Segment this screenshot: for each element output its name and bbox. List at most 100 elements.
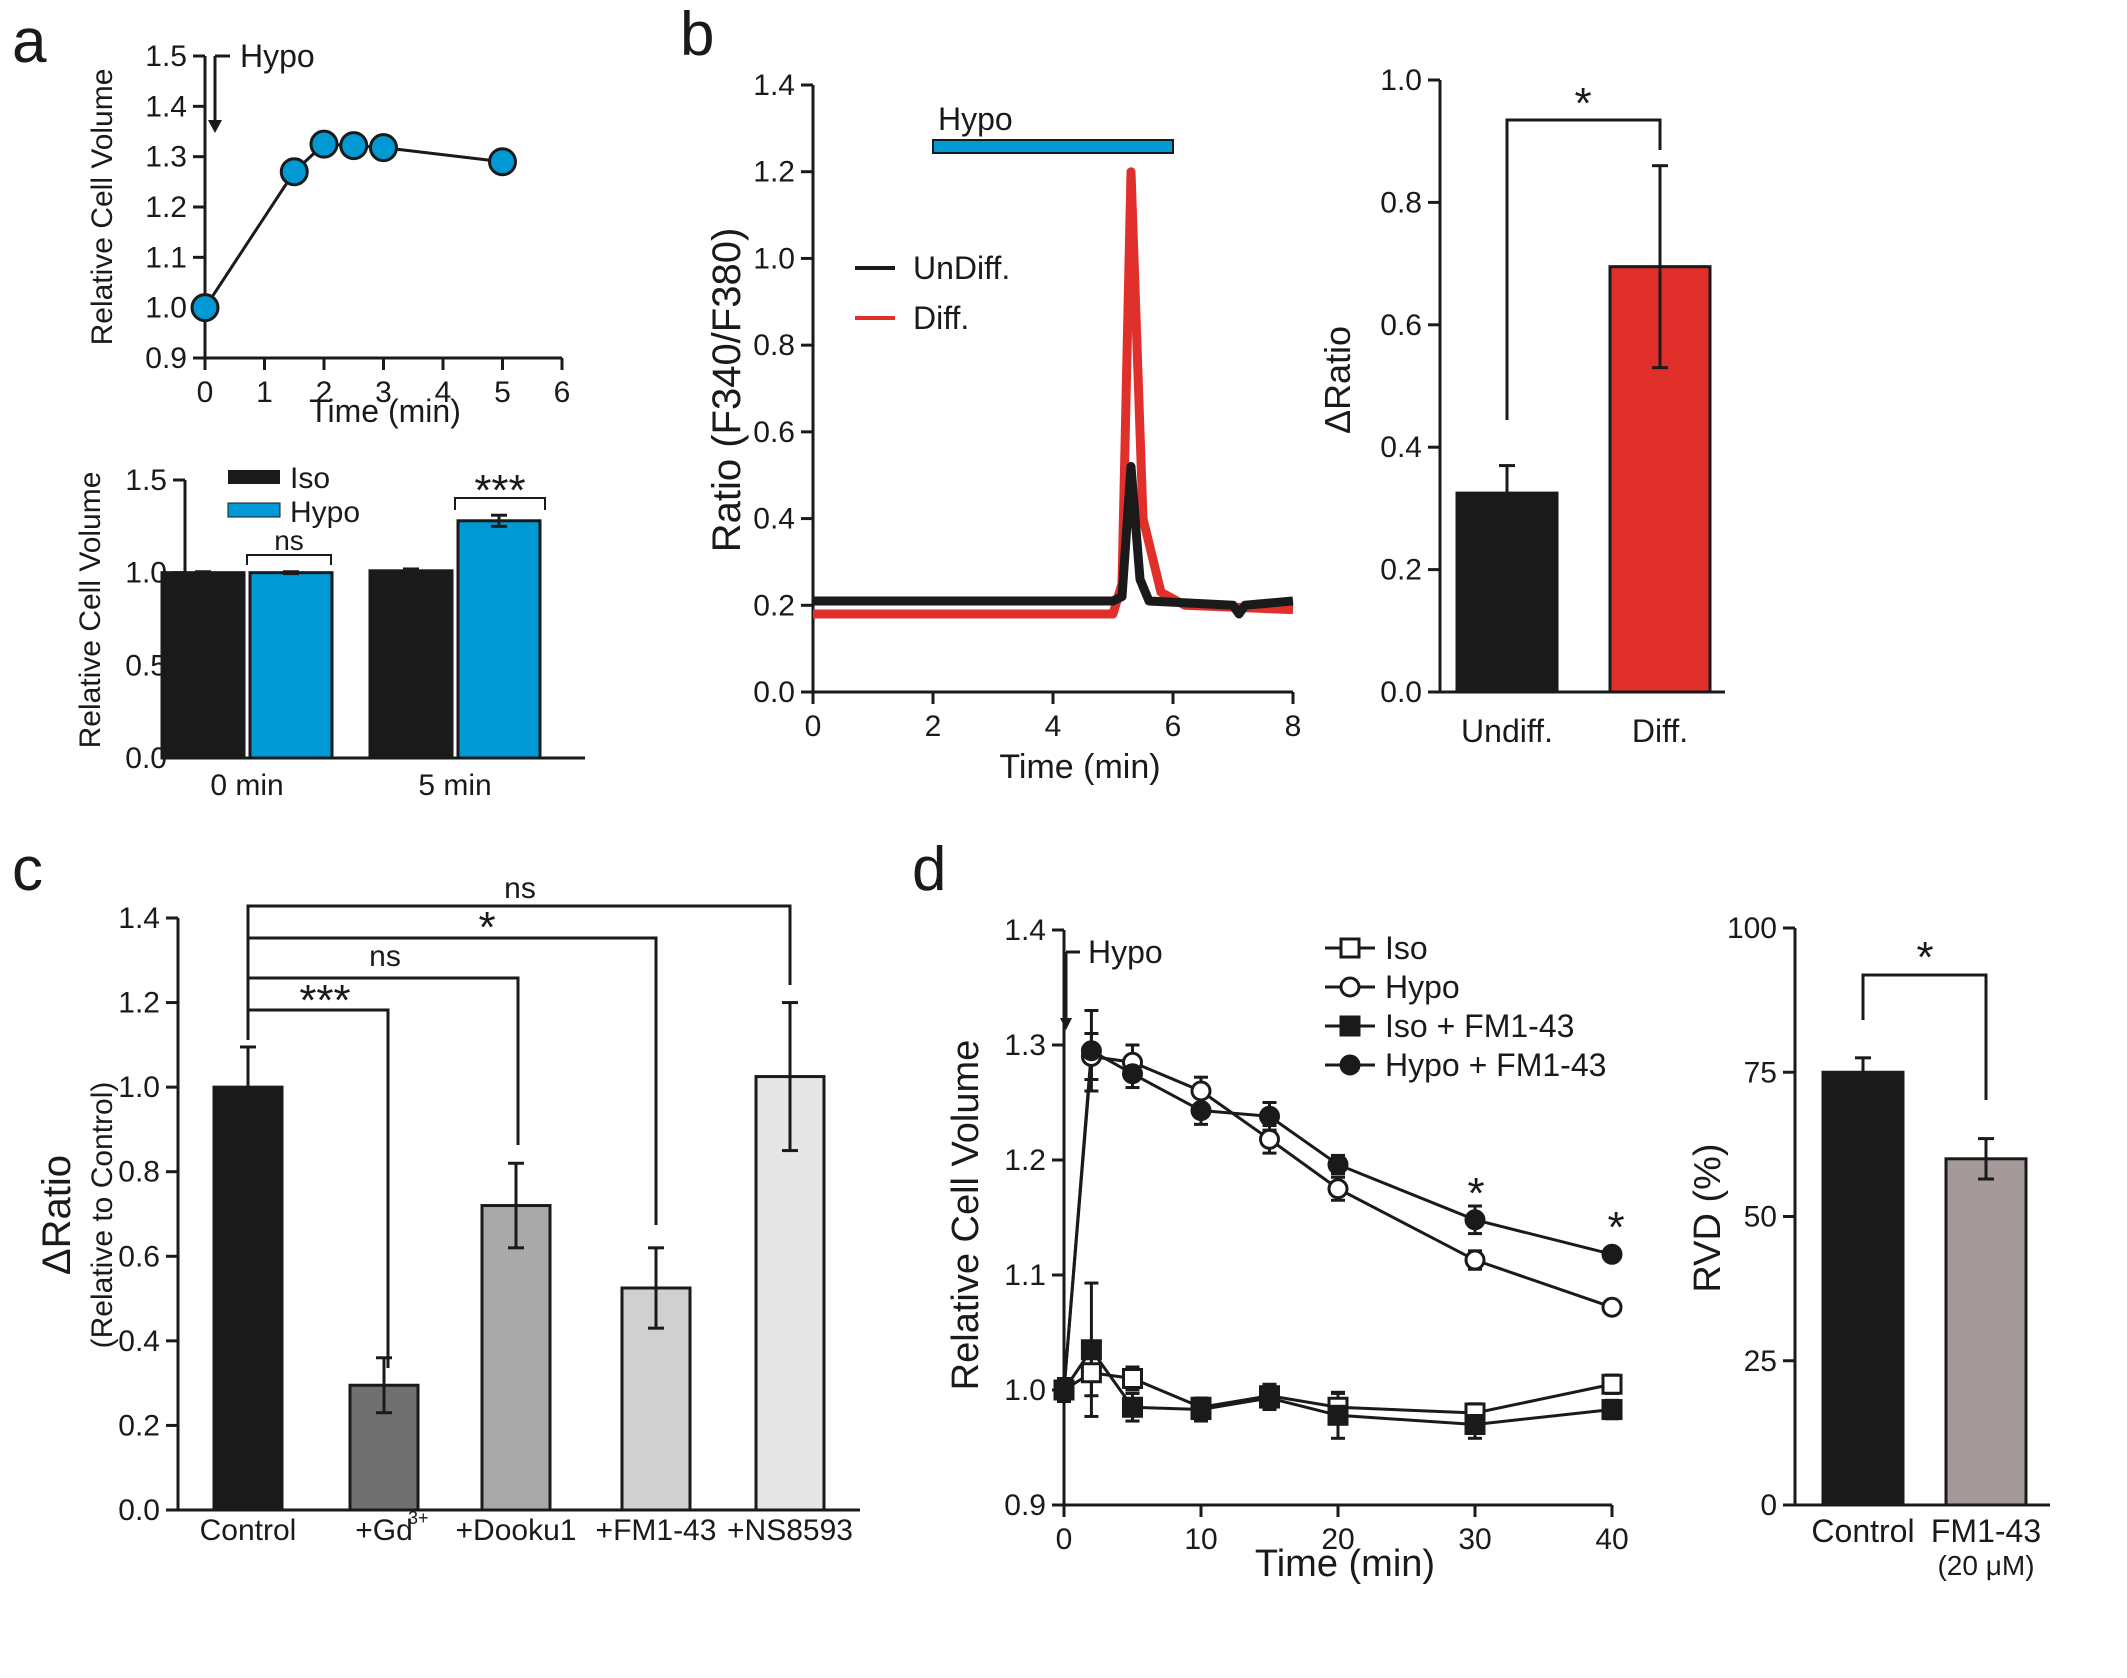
significance-label: *: [1607, 1203, 1624, 1252]
significance-label: ***: [299, 976, 350, 1025]
y-tick-label: 1.4: [145, 90, 187, 123]
x-tick-label: 30: [1458, 1523, 1491, 1556]
legend-label: Diff.: [913, 300, 969, 336]
legend-label: Hypo: [290, 496, 360, 529]
y-axis-label: Relative Cell Volume: [74, 472, 107, 749]
significance-label: ns: [274, 525, 304, 556]
panel-a-volume-timecourse: 0.9 1.0 1.1 1.2 1.3 1.4 1.5 0 1 2 3 4 5 6 Relative Cel…: [86, 38, 570, 429]
y-tick-label: 0.8: [1380, 186, 1422, 219]
data-point: [1339, 976, 1361, 998]
series-line: [1062, 1054, 1613, 1391]
y-tick-label: 1.0: [1004, 1374, 1046, 1407]
y-tick-label: 0.6: [1380, 309, 1422, 342]
y-tick-label: 0.0: [1380, 676, 1422, 709]
category-label: Control: [200, 1514, 297, 1547]
panel-b-delta-ratio-bars: 0.0 0.2 0.4 0.6 0.8 1.0 ΔRatio Undiff. Diff. *: [1317, 64, 1725, 749]
significance-bracket: [246, 554, 332, 565]
category-sublabel: (20 μM): [1937, 1550, 2034, 1581]
data-point: [1259, 1105, 1280, 1127]
y-tick-label: 1.4: [1004, 914, 1046, 947]
y-tick-label: 0.6: [753, 416, 795, 449]
bar-iso: [160, 571, 246, 760]
y-axis-label: Relative Cell Volume: [945, 1040, 987, 1391]
y-tick-label: 25: [1744, 1345, 1777, 1378]
y-tick-label: 1.5: [125, 464, 167, 497]
data-point: [1327, 1404, 1349, 1426]
panel-b-ratio-trace: 0.0 0.2 0.4 0.6 0.8 1.0 1.2 1.4 0 2 4 6 8 Ratio (F340…: [705, 69, 1301, 786]
data-point: [309, 129, 339, 159]
x-tick-label: 20: [1321, 1523, 1354, 1556]
x-axis-label: Time (min): [1255, 1543, 1435, 1585]
y-tick-label: 0.5: [125, 649, 167, 682]
y-tick-label: 0.2: [118, 1409, 160, 1442]
bar-iso: [368, 569, 454, 760]
annotation-label: Hypo: [1088, 934, 1163, 970]
legend-label: Hypo + FM1-43: [1385, 1047, 1606, 1083]
x-tick-label: 1: [256, 376, 273, 409]
y-tick-label: 1.2: [118, 987, 160, 1020]
y-tick-label: 0.4: [1380, 431, 1422, 464]
legend-label: UnDiff.: [913, 250, 1010, 286]
bar: [480, 1204, 552, 1512]
data-point: [1053, 1379, 1075, 1401]
data-point: [1080, 1040, 1102, 1062]
category-label: +Dooku1: [456, 1514, 577, 1547]
data-point: [1327, 1154, 1349, 1176]
category-label: Control: [1811, 1513, 1914, 1549]
y-tick-label: 1.1: [1004, 1259, 1046, 1292]
stimulus-arrow: [1064, 950, 1080, 1020]
category-label: Undiff.: [1461, 713, 1553, 749]
y-tick-label: 1.2: [753, 156, 795, 189]
category-superscript: 3+: [408, 1508, 429, 1528]
data-point: [369, 133, 398, 163]
x-tick-label: 8: [1285, 710, 1302, 743]
y-tick-label: 0.2: [753, 589, 795, 622]
significance-label: *: [1574, 79, 1591, 128]
x-tick-label: 2: [925, 710, 942, 743]
significance-label: ***: [474, 466, 525, 515]
significance-bracket: [1505, 118, 1662, 420]
bar: [1455, 491, 1559, 694]
y-tick-label: 1.2: [1004, 1144, 1046, 1177]
data-point: [1122, 1396, 1143, 1418]
panel-a-volume-bars: 0.0 0.5 1.0 1.5 Relative Cell Volume 0 min 5 m…: [74, 462, 585, 802]
data-point: [1080, 1362, 1102, 1384]
y-tick-label: 1.2: [145, 191, 187, 224]
trace-undiff: [813, 462, 1294, 619]
y-tick-label: 0.0: [753, 676, 795, 709]
significance-bracket: [246, 976, 520, 1145]
panel-letter-d: d: [912, 835, 946, 904]
trace-diff: [813, 167, 1294, 619]
data-point: [190, 293, 220, 323]
y-tick-label: 0.8: [118, 1156, 160, 1189]
y-tick-label: 1.0: [753, 242, 795, 275]
arrow-head: [1060, 1018, 1072, 1030]
legend-label: Iso: [1385, 930, 1428, 966]
x-tick-label: 40: [1595, 1523, 1628, 1556]
bar-hypo: [248, 571, 334, 760]
data-point: [1259, 1128, 1280, 1150]
y-axis-label: ΔRatio: [35, 1155, 79, 1275]
data-point: [1464, 1209, 1486, 1231]
legend-label: Hypo: [1385, 969, 1460, 1005]
y-axis-label: Relative Cell Volume: [86, 69, 119, 346]
category-label: 0 min: [210, 769, 283, 802]
series-line: [1062, 1048, 1613, 1391]
legend-swatch-iso: [228, 470, 280, 484]
x-tick-label: 2: [316, 376, 333, 409]
data-point: [488, 147, 517, 177]
category-label: 5 min: [418, 769, 491, 802]
panel-d-volume-timecourse: 0.9 1.0 1.1 1.2 1.3 1.4 0 10 20 30 40 Relative Cell…: [945, 914, 1629, 1585]
annotation-label: Hypo: [240, 38, 315, 74]
data-point: [1339, 937, 1361, 959]
category-label: +Gd: [355, 1514, 413, 1547]
x-axis-label: Time (min): [999, 748, 1160, 786]
y-axis-label: RVD (%): [1687, 1143, 1729, 1292]
data-point: [1190, 1100, 1212, 1122]
category-label: FM1-43: [1931, 1513, 2041, 1549]
y-tick-label: 1.3: [145, 141, 187, 174]
stimulus-bar: [932, 139, 1174, 154]
x-tick-label: 0: [1056, 1523, 1073, 1556]
data-point: [1327, 1178, 1349, 1200]
